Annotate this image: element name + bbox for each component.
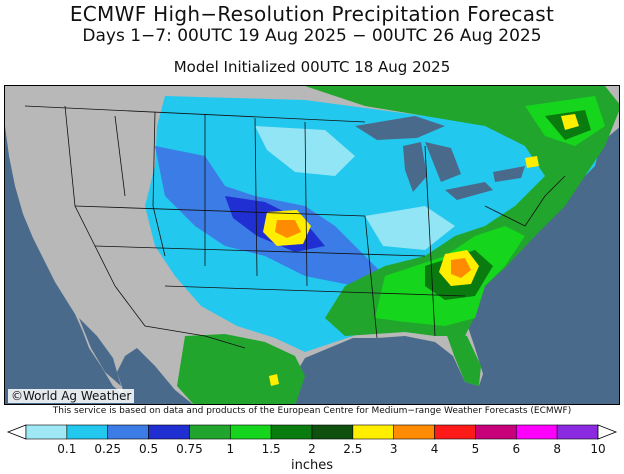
legend-swatch: [556, 424, 599, 440]
legend-tick-label: 0.5: [139, 442, 158, 456]
legend-swatch: [148, 424, 190, 440]
precip-0.1: [255, 126, 455, 250]
map-title: ECMWF High−Resolution Precipitation Fore…: [69, 2, 555, 26]
legend-swatch: [515, 424, 558, 440]
legend-tick-label: 2: [308, 442, 316, 456]
precipitation-map: [4, 85, 620, 405]
legend-swatch: [229, 424, 272, 440]
great-lakes: [355, 116, 525, 200]
model-init-time: Model Initialized 00UTC 18 Aug 2025: [173, 58, 451, 76]
legend-tick-label: 0.1: [57, 442, 76, 456]
legend-swatch: [393, 424, 435, 440]
ecmwf-disclaimer: This service is based on data and produc…: [52, 406, 572, 416]
precip-1.0-east: [305, 86, 619, 336]
legend-swatch: [25, 424, 68, 440]
precip-4-plains: [275, 220, 301, 238]
legend-low-arrow: [6, 424, 27, 440]
legend-swatch: [311, 424, 354, 440]
state-borders: [24, 105, 566, 349]
forecast-period: Days 1−7: 00UTC 19 Aug 2025 − 00UTC 26 A…: [82, 26, 542, 46]
copyright-credit: ©World Ag Weather: [8, 389, 135, 403]
precip-3-northeast: [525, 114, 579, 168]
legend-swatch: [270, 424, 313, 440]
legend-swatch: [352, 424, 395, 440]
legend-tick-label: 1.5: [262, 442, 281, 456]
gulf-of-california: [79, 318, 121, 386]
legend-tick-label: 0.25: [94, 442, 121, 456]
legend-tick-label: 8: [553, 442, 561, 456]
legend-tick-label: 5: [472, 442, 480, 456]
precip-3-texas: [269, 374, 279, 386]
legend-tick-label: 4: [431, 442, 439, 456]
legend-swatch: [189, 424, 231, 440]
color-scale-legend: 0.1 0.25 0.5 0.75 1 1.5 2 2.5 3 4 5 6 8 10 inches: [6, 424, 618, 473]
legend-tick-label: 6: [512, 442, 520, 456]
legend-high-arrow: [597, 424, 618, 440]
legend-tick-label: 10: [590, 442, 605, 456]
precip-2.0: [425, 110, 591, 300]
legend-swatch: [66, 424, 109, 440]
legend-tick-label: 3: [390, 442, 398, 456]
precip-1.0-gulf: [177, 334, 305, 404]
legend-tick-label: 1: [226, 442, 234, 456]
legend-tick-label: 2.5: [343, 442, 362, 456]
legend-unit-label: inches: [291, 458, 333, 473]
legend-tick-label: 0.75: [176, 442, 203, 456]
legend-swatch: [475, 424, 517, 440]
legend-swatch: [434, 424, 476, 440]
precip-4-southeast: [451, 258, 471, 278]
precip-florida: [445, 330, 481, 386]
map-canvas: [5, 86, 619, 404]
legend-swatch: [107, 424, 149, 440]
